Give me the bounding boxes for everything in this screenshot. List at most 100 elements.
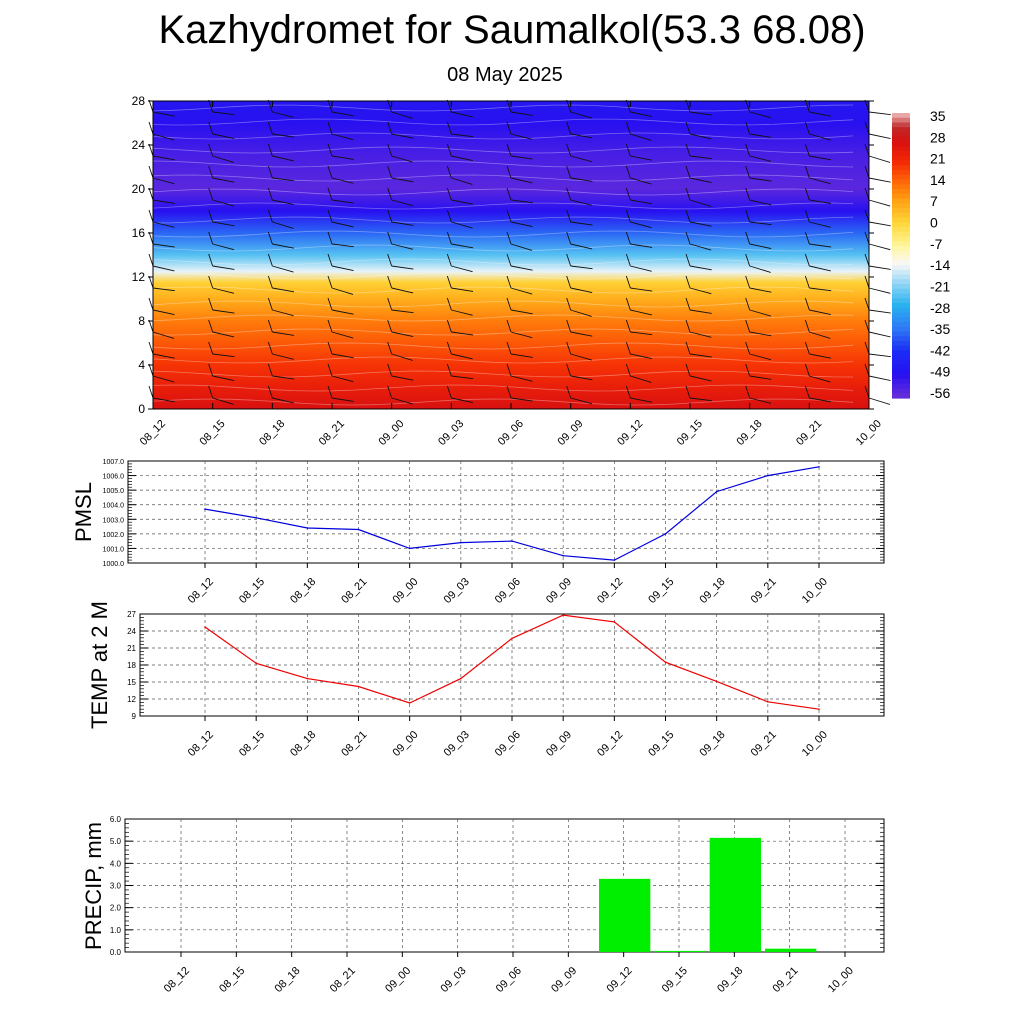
wind-barb-shaft [749,177,772,182]
data-point [767,474,769,477]
wind-barb-flag [625,209,631,223]
wind-barb-shaft [868,199,891,207]
wind-barb-shaft [809,265,831,272]
wind-barb [625,187,653,205]
wind-barb-shaft [152,287,175,292]
wind-barb-flag [804,297,810,311]
wind-barb-shaft [510,177,533,184]
wind-barb [267,121,295,138]
x-tick-label: 08_18 [257,418,287,448]
x-tick-label: 08_18 [272,965,302,995]
y-axis-title: PRECIP, mm [81,822,106,950]
colorbar-swatch [892,222,910,228]
wind-barb [327,121,354,141]
wind-barb-flag [804,385,810,399]
y-tick-label: 1003.0 [103,517,125,524]
wind-barb-shaft [331,133,354,141]
wind-barb [625,363,652,383]
wind-barb-shaft [630,199,653,205]
wind-barb-flag [745,121,751,135]
x-tick-label: 09_18 [697,729,727,759]
wind-barb-flag [864,275,870,289]
wind-barb-shaft [689,309,712,314]
wind-barb [327,209,354,228]
wind-barb-shaft [809,199,832,204]
contour-line [152,188,854,196]
wind-barb [387,253,414,270]
y-tick-label: 1001.0 [103,546,125,553]
wind-barb [685,297,712,314]
colorbar-swatch [892,146,910,152]
wind-barb [864,121,891,140]
wind-barb [804,341,832,359]
wind-barb-shaft [152,133,175,141]
wind-barb [387,341,413,361]
wind-barb-shaft [391,133,414,139]
wind-barb-shaft [570,375,593,381]
colorbar-swatch [892,369,910,375]
wind-barb-flag [685,187,691,201]
wind-barb-shaft [152,331,175,339]
y-tick-label: 27 [127,610,136,619]
wind-barb-flag [506,187,512,201]
colorbar-swatch [892,136,910,143]
wind-barb [745,165,772,182]
x-tick-label: 08_12 [186,729,216,759]
wind-barb [208,363,235,382]
colorbar-swatch [892,303,910,309]
contour-line [152,314,854,322]
wind-barb-shaft [152,199,175,204]
wind-barb-flag [208,319,214,333]
wind-barb-shaft [331,265,354,272]
wind-barb [327,143,354,160]
wind-barb-flag [566,341,572,355]
wind-barb [804,99,832,117]
colorbar-swatch [892,122,910,128]
wind-barb-shaft [272,199,294,206]
colorbar-swatch [892,198,910,204]
wind-barb [148,363,175,383]
contour-line [152,244,854,252]
wind-barb-shaft [689,155,712,160]
wind-barb-flag [566,231,572,245]
x-tick-label: 08_15 [197,418,227,448]
wind-barb [685,253,712,271]
wind-barb-flag [208,363,214,377]
wind-barb-shaft [212,331,235,338]
wind-barb [446,187,474,205]
wind-barb-shaft [212,243,235,251]
wind-barb-flag [148,275,154,289]
wind-barb-shaft [689,243,712,251]
wind-barb [864,341,891,358]
wind-barb-flag [267,275,273,289]
y-tick-label: 1006.0 [103,474,125,481]
colorbar-swatch [892,360,910,366]
wind-barb-shaft [630,111,652,118]
wind-barb [208,385,234,405]
wind-barb-flag [625,187,631,201]
colorbar-swatch [892,379,910,385]
wind-barb [804,385,832,403]
wind-barb-shaft [749,133,772,138]
wind-barb [387,165,414,183]
wind-barb-shaft [868,287,891,294]
wind-barb-shaft [689,177,712,184]
wind-barb-flag [208,253,214,267]
wind-barb-shaft [391,243,414,250]
wind-barb-flag [745,165,751,179]
wind-barb [745,231,772,250]
wind-barb-shaft [630,331,653,336]
wind-barb-shaft [451,133,474,138]
y-tick-label: 12 [132,270,146,284]
colorbar-swatch [892,179,910,185]
wind-barb-flag [446,209,452,223]
wind-barb [566,209,593,226]
wind-barb-shaft [630,265,652,272]
wind-barb-shaft [749,375,772,380]
wind-barb [864,209,891,227]
wind-barb [506,297,533,315]
data-point [408,702,411,704]
data-point [255,662,257,665]
y-tick-label: 12 [127,695,136,704]
wind-barb-shaft [272,221,294,229]
